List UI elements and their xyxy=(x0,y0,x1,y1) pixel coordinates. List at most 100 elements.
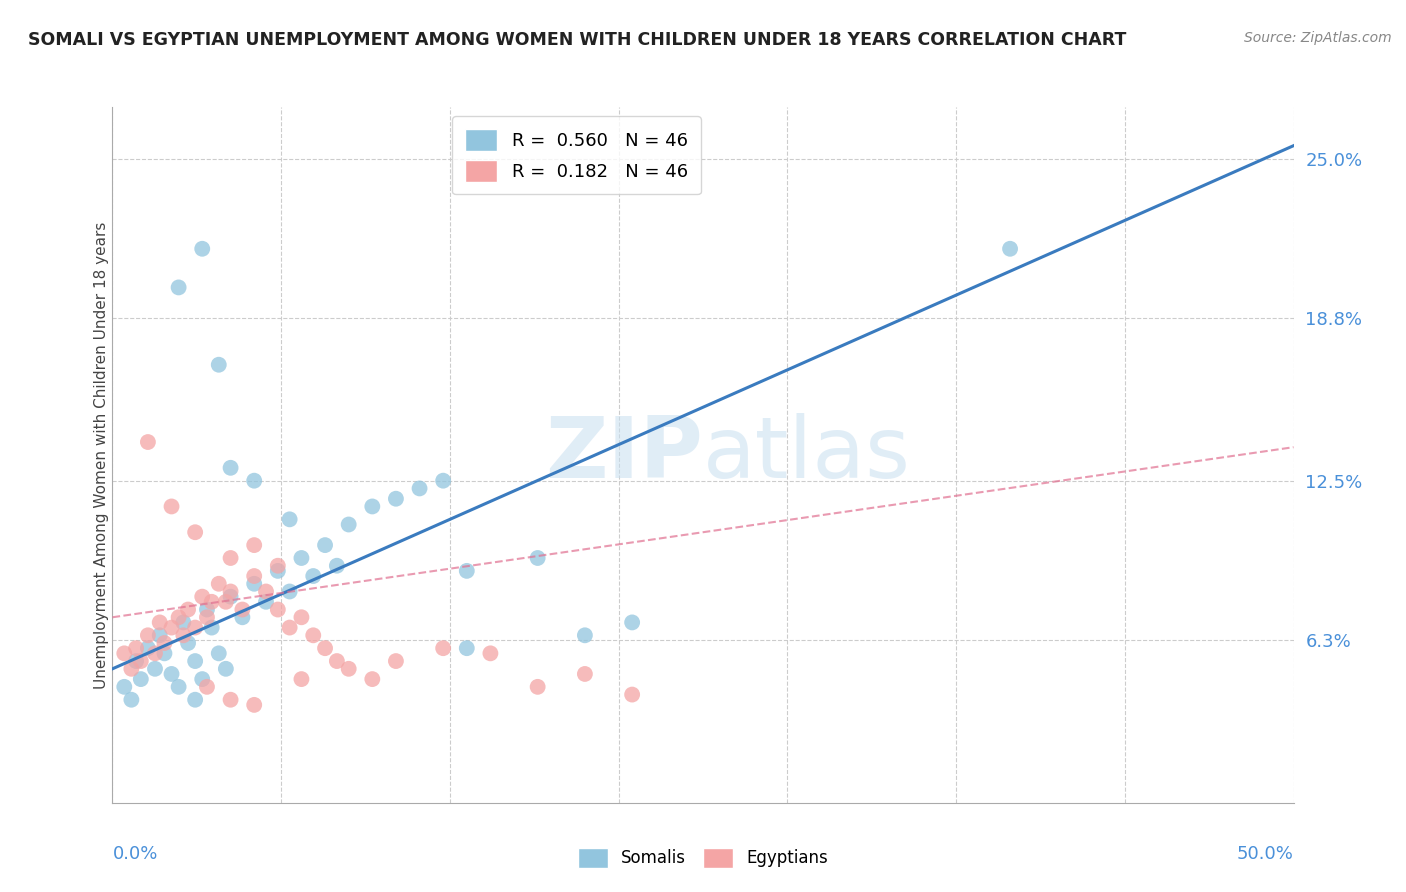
Point xyxy=(243,569,266,583)
Point xyxy=(361,672,384,686)
Point xyxy=(408,482,430,496)
Point xyxy=(149,628,172,642)
Point xyxy=(326,558,349,573)
Point xyxy=(314,641,336,656)
Point xyxy=(153,636,176,650)
Point xyxy=(267,602,290,616)
Point xyxy=(998,242,1021,256)
Point xyxy=(136,628,159,642)
Point xyxy=(172,615,194,630)
Point xyxy=(191,672,214,686)
Point xyxy=(621,688,644,702)
Point xyxy=(160,667,183,681)
Point xyxy=(456,641,478,656)
Point xyxy=(526,551,548,566)
Point xyxy=(219,551,242,566)
Point xyxy=(290,610,312,624)
Point xyxy=(278,621,301,635)
Point xyxy=(243,698,266,712)
Point xyxy=(201,621,224,635)
Point xyxy=(302,569,325,583)
Point xyxy=(526,680,548,694)
Point xyxy=(208,358,231,372)
Point xyxy=(167,680,190,694)
Point xyxy=(143,662,166,676)
Point xyxy=(337,662,360,676)
Point xyxy=(243,538,266,552)
Text: Source: ZipAtlas.com: Source: ZipAtlas.com xyxy=(1244,31,1392,45)
Point xyxy=(290,551,312,566)
Point xyxy=(184,525,207,540)
Text: SOMALI VS EGYPTIAN UNEMPLOYMENT AMONG WOMEN WITH CHILDREN UNDER 18 YEARS CORRELA: SOMALI VS EGYPTIAN UNEMPLOYMENT AMONG WO… xyxy=(28,31,1126,49)
Text: 50.0%: 50.0% xyxy=(1237,845,1294,863)
Y-axis label: Unemployment Among Women with Children Under 18 years: Unemployment Among Women with Children U… xyxy=(94,221,108,689)
Point xyxy=(201,595,224,609)
Point xyxy=(456,564,478,578)
Point xyxy=(278,584,301,599)
Point xyxy=(136,641,159,656)
Point xyxy=(574,628,596,642)
Point xyxy=(120,662,142,676)
Point xyxy=(195,602,218,616)
Point xyxy=(195,680,218,694)
Point xyxy=(361,500,384,514)
Point xyxy=(184,621,207,635)
Point xyxy=(129,654,152,668)
Point xyxy=(112,646,135,660)
Point xyxy=(184,654,207,668)
Legend: R =  0.560   N = 46, R =  0.182   N = 46: R = 0.560 N = 46, R = 0.182 N = 46 xyxy=(453,116,700,194)
Point xyxy=(167,280,190,294)
Point xyxy=(432,474,454,488)
Point xyxy=(160,621,183,635)
Point xyxy=(208,576,231,591)
Point xyxy=(621,615,644,630)
Point xyxy=(125,654,148,668)
Point xyxy=(191,590,214,604)
Point xyxy=(120,692,142,706)
Point xyxy=(290,672,312,686)
Point xyxy=(195,610,218,624)
Point xyxy=(208,646,231,660)
Point xyxy=(231,602,253,616)
Point xyxy=(337,517,360,532)
Point xyxy=(243,576,266,591)
Point xyxy=(314,538,336,552)
Point xyxy=(219,460,242,475)
Point xyxy=(215,595,238,609)
Point xyxy=(267,564,290,578)
Point xyxy=(254,584,277,599)
Point xyxy=(177,602,200,616)
Point xyxy=(385,491,408,506)
Point xyxy=(112,680,135,694)
Point xyxy=(302,628,325,642)
Point xyxy=(167,610,190,624)
Point xyxy=(267,558,290,573)
Text: 0.0%: 0.0% xyxy=(112,845,157,863)
Point xyxy=(385,654,408,668)
Point xyxy=(177,636,200,650)
Point xyxy=(326,654,349,668)
Point xyxy=(136,435,159,450)
Point xyxy=(184,692,207,706)
Point xyxy=(160,500,183,514)
Point xyxy=(479,646,502,660)
Point xyxy=(254,595,277,609)
Point xyxy=(219,584,242,599)
Point xyxy=(219,692,242,706)
Point xyxy=(278,512,301,526)
Text: ZIP: ZIP xyxy=(546,413,703,497)
Point xyxy=(143,646,166,660)
Point xyxy=(129,672,152,686)
Point xyxy=(574,667,596,681)
Point xyxy=(125,641,148,656)
Point xyxy=(172,628,194,642)
Point xyxy=(149,615,172,630)
Point xyxy=(219,590,242,604)
Point xyxy=(215,662,238,676)
Point xyxy=(243,474,266,488)
Text: atlas: atlas xyxy=(703,413,911,497)
Legend: Somalis, Egyptians: Somalis, Egyptians xyxy=(571,841,835,875)
Point xyxy=(231,610,253,624)
Point xyxy=(432,641,454,656)
Point xyxy=(191,242,214,256)
